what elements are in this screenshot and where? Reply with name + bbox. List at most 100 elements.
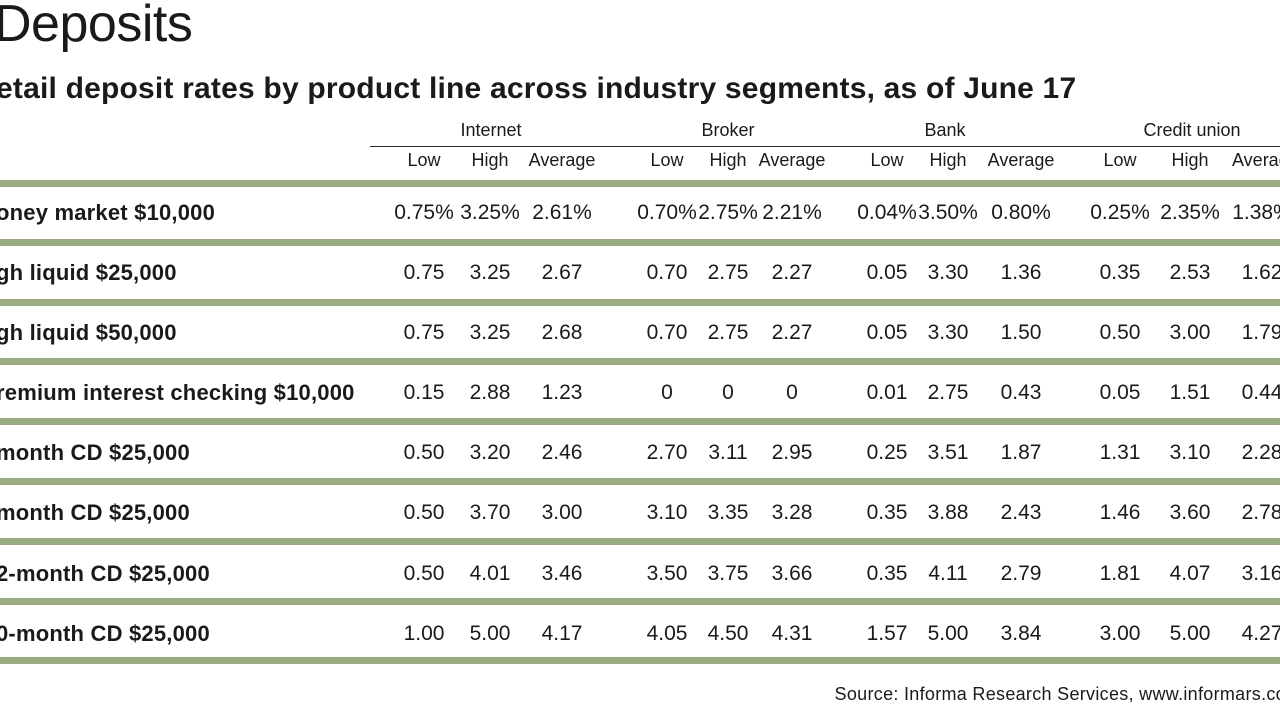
table-cell: 3.30 bbox=[927, 261, 969, 284]
row-label: month CD $25,000 bbox=[0, 440, 190, 465]
table-cell: 1.46 bbox=[1099, 501, 1141, 524]
table-cell: 2.78 bbox=[1241, 501, 1280, 524]
table-cell: 1.36 bbox=[1000, 261, 1042, 284]
group-header-bank: Bank bbox=[924, 120, 966, 140]
table-cell: 0.15 bbox=[403, 381, 445, 404]
table-cell: 3.11 bbox=[708, 441, 748, 464]
subcolumn-header-average: Averag bbox=[1232, 150, 1280, 170]
table-cell: 2.28 bbox=[1241, 441, 1280, 464]
table-cell: 3.60 bbox=[1169, 501, 1211, 524]
table-cell: 2.46 bbox=[541, 441, 583, 464]
row-label: gh liquid $50,000 bbox=[0, 320, 177, 345]
table-cell: 2.21% bbox=[762, 201, 822, 224]
table-cell: 4.31 bbox=[771, 622, 813, 645]
page-subtitle: etail deposit rates by product line acro… bbox=[0, 72, 1077, 105]
table-cell: 0.70 bbox=[646, 261, 688, 284]
subcolumn-header-low: Low bbox=[407, 150, 441, 170]
row-separator-band bbox=[0, 538, 1280, 545]
source-note: Source: Informa Research Services, www.i… bbox=[834, 684, 1280, 704]
table-cell: 5.00 bbox=[927, 622, 969, 645]
row-label: 2-month CD $25,000 bbox=[0, 561, 210, 586]
table-cell: 0.80% bbox=[991, 201, 1051, 224]
table-cell: 0.04% bbox=[857, 201, 917, 224]
table-cell: 3.25 bbox=[469, 321, 511, 344]
table-cell: 3.16 bbox=[1241, 562, 1280, 585]
table-cell: 3.10 bbox=[646, 501, 688, 524]
table-cell: 2.70 bbox=[646, 441, 688, 464]
row-label: month CD $25,000 bbox=[0, 500, 190, 525]
table-cell: 0.35 bbox=[1099, 261, 1141, 284]
table-cell: 3.00 bbox=[541, 501, 583, 524]
row-separator-band bbox=[0, 598, 1280, 605]
table-cell: 0.35 bbox=[866, 501, 908, 524]
group-header-credit-union: Credit union bbox=[1143, 120, 1241, 140]
table-cell: 0.75 bbox=[403, 261, 445, 284]
header-rule bbox=[370, 146, 1280, 147]
table-cell: 3.75 bbox=[707, 562, 749, 585]
table-cell: 0.50 bbox=[403, 562, 445, 585]
table-cell: 0.35 bbox=[866, 562, 908, 585]
table-cell: 1.31 bbox=[1099, 441, 1141, 464]
table-cell: 0.44 bbox=[1241, 381, 1280, 404]
table-cell: 3.20 bbox=[469, 441, 511, 464]
subcolumn-header-average: Average bbox=[758, 150, 826, 170]
table-cell: 4.07 bbox=[1169, 562, 1211, 585]
subcolumn-header-high: High bbox=[471, 150, 509, 170]
table-cell: 3.51 bbox=[927, 441, 969, 464]
subcolumn-header-high: High bbox=[929, 150, 967, 170]
table-cell: 0.05 bbox=[866, 261, 908, 284]
subcolumn-header-average: Average bbox=[528, 150, 596, 170]
table-cell: 1.87 bbox=[1000, 441, 1042, 464]
table-cell: 5.00 bbox=[1169, 622, 1211, 645]
table-cell: 3.35 bbox=[707, 501, 749, 524]
table-cell: 0.05 bbox=[1099, 381, 1141, 404]
table-cell: 2.95 bbox=[771, 441, 813, 464]
row-separator-band bbox=[0, 478, 1280, 485]
page-title: Deposits bbox=[0, 0, 193, 53]
table-cell: 0 bbox=[661, 381, 673, 404]
table-cell: 3.88 bbox=[927, 501, 969, 524]
table-cell: 0 bbox=[786, 381, 798, 404]
table-cell: 2.75% bbox=[698, 201, 758, 224]
table-cell: 4.17 bbox=[541, 622, 583, 645]
row-separator-band bbox=[0, 418, 1280, 425]
table-cell: 3.84 bbox=[1000, 622, 1042, 645]
table-cell: 3.00 bbox=[1169, 321, 1211, 344]
table-cell: 1.38% bbox=[1232, 201, 1280, 224]
table-cell: 0.25% bbox=[1090, 201, 1150, 224]
table-cell: 0.01 bbox=[866, 381, 908, 404]
table-cell: 2.88 bbox=[469, 381, 511, 404]
table-cell: 1.81 bbox=[1099, 562, 1141, 585]
table-cell: 2.35% bbox=[1160, 201, 1220, 224]
table-cell: 3.66 bbox=[771, 562, 813, 585]
table-cell: 0.70 bbox=[646, 321, 688, 344]
table-cell: 4.27 bbox=[1241, 622, 1280, 645]
table-cell: 5.00 bbox=[469, 622, 511, 645]
row-label: remium interest checking $10,000 bbox=[0, 380, 355, 405]
table-cell: 2.43 bbox=[1000, 501, 1042, 524]
subcolumn-header-low: Low bbox=[870, 150, 904, 170]
table-cell: 3.25 bbox=[469, 261, 511, 284]
subcolumn-header-low: Low bbox=[650, 150, 684, 170]
table-cell: 1.23 bbox=[541, 381, 583, 404]
table-cell: 4.01 bbox=[469, 562, 511, 585]
table-cell: 1.62 bbox=[1241, 261, 1280, 284]
group-header-internet: Internet bbox=[460, 120, 522, 140]
table-cell: 4.05 bbox=[646, 622, 688, 645]
subcolumn-header-high: High bbox=[709, 150, 747, 170]
row-separator-band bbox=[0, 239, 1280, 246]
table-cell: 1.51 bbox=[1169, 381, 1211, 404]
table-cell: 2.67 bbox=[541, 261, 583, 284]
table-cell: 3.00 bbox=[1099, 622, 1141, 645]
table-cell: 2.53 bbox=[1169, 261, 1211, 284]
table-cell: 3.28 bbox=[771, 501, 813, 524]
table-cell: 1.00 bbox=[403, 622, 445, 645]
row-separator-band bbox=[0, 180, 1280, 187]
table-cell: 3.50 bbox=[646, 562, 688, 585]
table-cell: 2.27 bbox=[771, 321, 813, 344]
table-cell: 3.10 bbox=[1169, 441, 1211, 464]
subcolumn-header-high: High bbox=[1171, 150, 1209, 170]
table-cell: 2.27 bbox=[771, 261, 813, 284]
table-cell: 3.30 bbox=[927, 321, 969, 344]
table-cell: 2.79 bbox=[1000, 562, 1042, 585]
